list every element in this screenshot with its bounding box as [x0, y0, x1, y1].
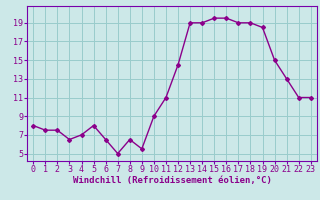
- X-axis label: Windchill (Refroidissement éolien,°C): Windchill (Refroidissement éolien,°C): [73, 176, 271, 185]
